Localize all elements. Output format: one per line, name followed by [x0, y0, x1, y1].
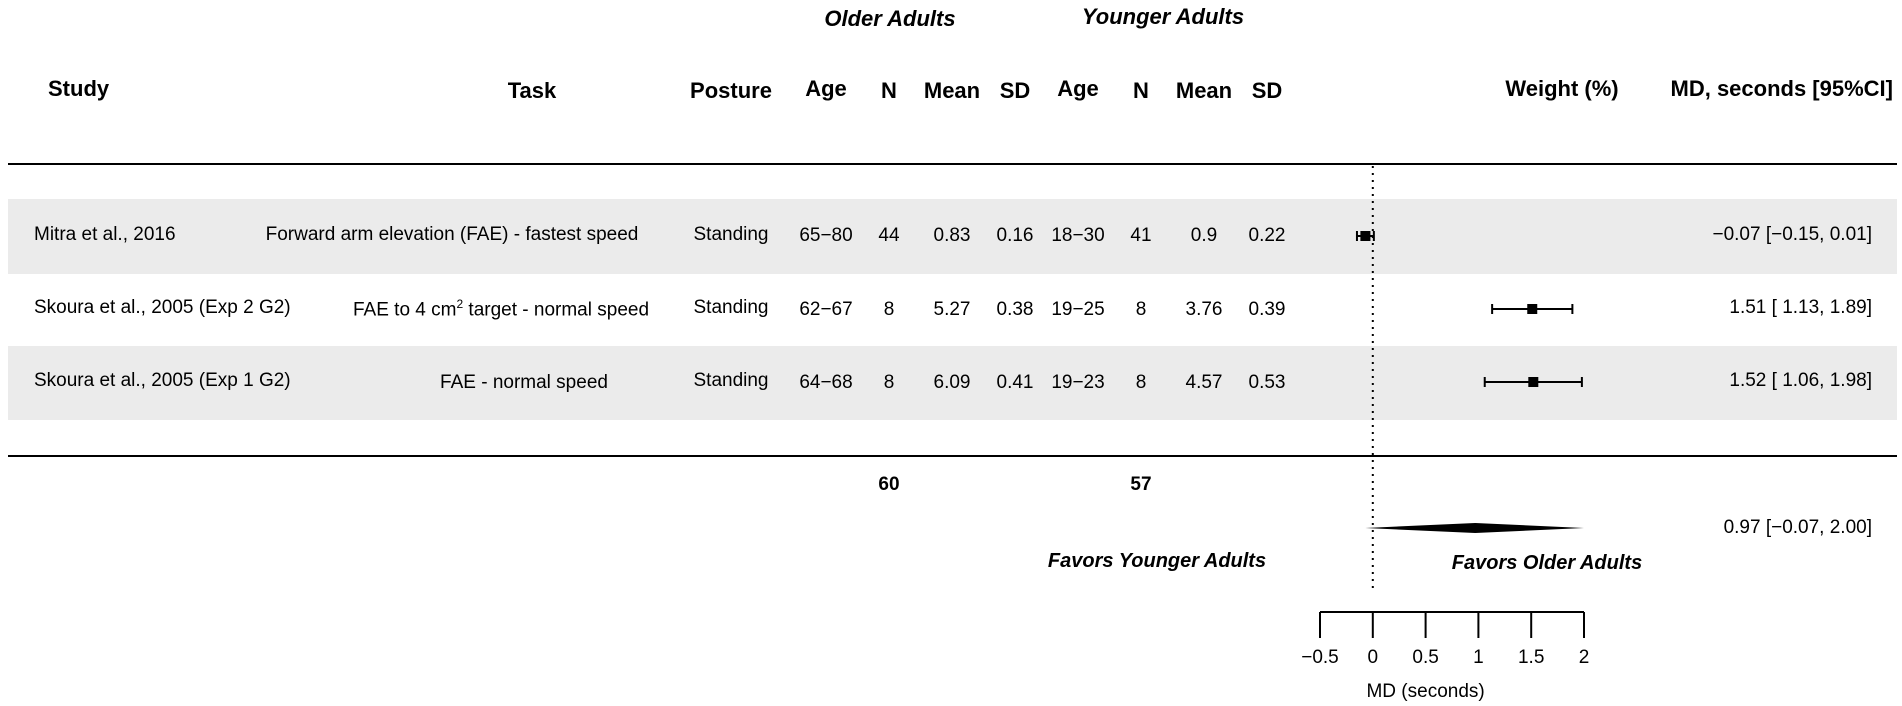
point-estimate — [1528, 377, 1539, 387]
row-younger-mean: 4.57 — [1185, 372, 1223, 393]
table-bottom-rule — [8, 455, 1897, 457]
x-tick-label: 1.5 — [1518, 647, 1544, 668]
header-older-age: Age — [805, 76, 847, 101]
younger-total-n: 57 — [1130, 474, 1152, 495]
row-task-text: FAE to 4 cm — [352, 299, 457, 321]
row-posture: Standing — [693, 297, 769, 318]
point-estimate — [1527, 304, 1538, 314]
x-tick-label: −0.5 — [1301, 647, 1339, 668]
row-younger-age: 19−25 — [1051, 299, 1105, 320]
row-younger-n: 41 — [1130, 225, 1152, 246]
row-younger-sd: 0.53 — [1248, 372, 1286, 393]
row-younger-mean: 3.76 — [1185, 299, 1223, 320]
older-adults-group-header: Older Adults — [824, 6, 956, 31]
row-older-sd: 0.38 — [996, 299, 1034, 320]
row-younger-mean: 0.9 — [1190, 225, 1218, 246]
older-total-n: 60 — [878, 474, 900, 495]
header-younger-n: N — [1133, 78, 1149, 103]
header-posture: Posture — [690, 78, 772, 103]
row-older-age: 62−67 — [799, 299, 853, 320]
row-older-age: 64−68 — [799, 372, 853, 393]
x-axis-label: MD (seconds) — [1366, 681, 1484, 702]
row-younger-n: 8 — [1135, 299, 1147, 320]
row-task-text-rest: target - normal speed — [463, 299, 650, 321]
row-task: FAE to 4 cm2 target - normal speed — [353, 297, 649, 321]
point-estimate — [1360, 231, 1371, 241]
row-older-n: 8 — [883, 299, 895, 320]
header-younger-age: Age — [1057, 76, 1099, 101]
row-study: Skoura et al., 2005 (Exp 1 G2) — [34, 370, 291, 391]
header-weight: Weight (%) — [1505, 76, 1619, 101]
header-older-sd: SD — [999, 78, 1031, 103]
row-younger-age: 19−23 — [1051, 372, 1105, 393]
x-tick-label: 2 — [1579, 647, 1590, 668]
header-task: Task — [507, 78, 557, 103]
row-posture: Standing — [693, 224, 769, 245]
summary-diamond — [1365, 523, 1584, 533]
row-study: Mitra et al., 2016 — [34, 224, 176, 245]
favors-older-label: Favors Older Adults — [1451, 552, 1643, 574]
row-older-sd: 0.16 — [996, 225, 1034, 246]
row-younger-n: 8 — [1135, 372, 1147, 393]
x-tick-label: 1 — [1473, 647, 1484, 668]
row-md-ci: −0.07 [−0.15, 0.01] — [1712, 224, 1872, 245]
row-band-1 — [8, 199, 1897, 274]
summary-md-ci: 0.97 [−0.07, 2.00] — [1723, 517, 1872, 538]
row-younger-sd: 0.39 — [1248, 299, 1286, 320]
header-older-n: N — [881, 78, 897, 103]
header-younger-mean: Mean — [1175, 78, 1233, 103]
row-study: Skoura et al., 2005 (Exp 2 G2) — [34, 297, 291, 318]
row-older-n: 8 — [883, 372, 895, 393]
row-task-superscript: 2 — [456, 297, 464, 311]
header-md-ci: MD, seconds [95%CI] — [1670, 76, 1894, 101]
row-older-sd: 0.41 — [996, 372, 1034, 393]
row-task: FAE - normal speed — [440, 372, 608, 393]
x-tick-label: 0.5 — [1412, 647, 1438, 668]
row-younger-age: 18−30 — [1051, 225, 1105, 246]
row-younger-sd: 0.22 — [1248, 225, 1286, 246]
header-younger-sd: SD — [1251, 78, 1283, 103]
row-older-age: 65−80 — [799, 225, 853, 246]
row-older-n: 44 — [878, 225, 900, 246]
header-study: Study — [48, 76, 110, 101]
row-md-ci: 1.52 [ 1.06, 1.98] — [1729, 370, 1872, 391]
row-posture: Standing — [693, 370, 769, 391]
row-older-mean: 5.27 — [933, 299, 971, 320]
favors-younger-label: Favors Younger Adults — [1047, 550, 1267, 572]
row-older-mean: 0.83 — [933, 225, 971, 246]
row-md-ci: 1.51 [ 1.13, 1.89] — [1729, 297, 1872, 318]
younger-adults-group-header: Younger Adults — [1081, 4, 1245, 29]
row-older-mean: 6.09 — [933, 372, 971, 393]
header-older-mean: Mean — [923, 78, 981, 103]
row-task: Forward arm elevation (FAE) - fastest sp… — [265, 224, 639, 245]
header-rule — [8, 163, 1897, 165]
x-tick-label: 0 — [1368, 647, 1379, 668]
